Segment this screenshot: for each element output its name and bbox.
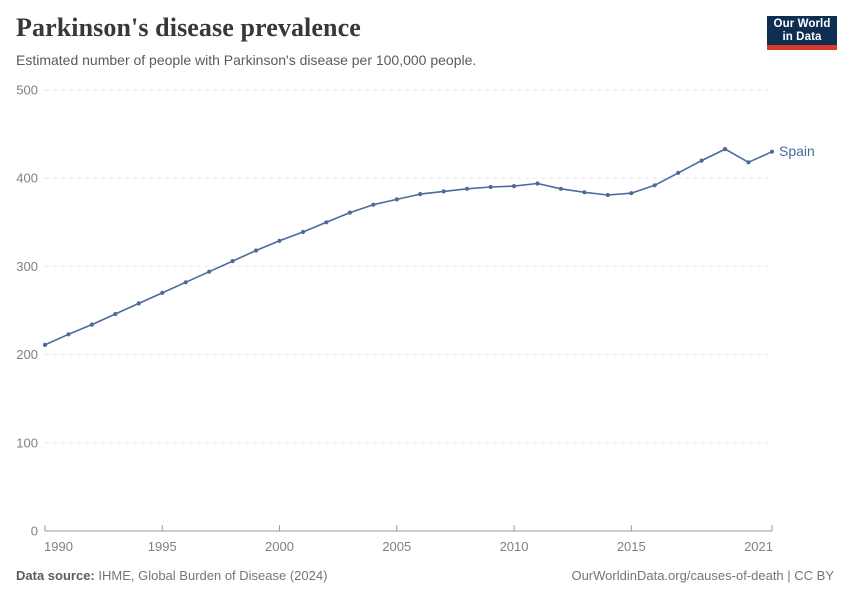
data-point bbox=[582, 190, 587, 195]
data-point bbox=[676, 170, 681, 175]
data-point bbox=[488, 184, 493, 190]
logo-text-line2: in Data bbox=[782, 30, 822, 43]
x-tick-label: 2000 bbox=[265, 539, 294, 554]
data-point bbox=[136, 301, 141, 306]
data-point bbox=[300, 229, 306, 235]
y-tick-label: 500 bbox=[16, 83, 38, 98]
data-source-text: IHME, Global Burden of Disease (2024) bbox=[98, 568, 328, 583]
data-point bbox=[605, 192, 610, 198]
owid-logo: Our World in Data bbox=[767, 16, 837, 50]
data-point bbox=[277, 238, 282, 243]
data-point bbox=[511, 184, 517, 189]
x-tick-label: 2010 bbox=[500, 539, 529, 554]
data-point bbox=[160, 290, 165, 295]
x-tick-label: 1995 bbox=[148, 539, 177, 554]
y-tick-label: 200 bbox=[16, 347, 38, 362]
data-point bbox=[113, 311, 118, 317]
data-point bbox=[89, 322, 94, 327]
data-point bbox=[629, 191, 634, 196]
data-point bbox=[769, 149, 775, 154]
x-tick-label: 1990 bbox=[44, 539, 73, 554]
data-point bbox=[347, 210, 352, 215]
y-tick-label: 300 bbox=[16, 259, 38, 274]
data-point bbox=[324, 220, 329, 225]
x-tick-label: 2021 bbox=[744, 539, 773, 554]
data-point bbox=[207, 269, 212, 274]
data-point bbox=[465, 186, 470, 191]
data-point bbox=[652, 183, 657, 188]
data-point bbox=[230, 259, 235, 264]
x-tick-label: 2005 bbox=[382, 539, 411, 554]
footer-citation: OurWorldinData.org/causes-of-death | CC … bbox=[571, 568, 834, 583]
page-title: Parkinson's disease prevalence bbox=[16, 13, 361, 42]
data-point bbox=[66, 332, 71, 337]
page-subtitle: Estimated number of people with Parkinso… bbox=[16, 52, 477, 68]
y-tick-label: 0 bbox=[31, 524, 38, 539]
data-point bbox=[558, 186, 564, 191]
series-label-spain: Spain bbox=[779, 143, 815, 159]
x-tick-label: 2015 bbox=[617, 539, 646, 554]
data-point bbox=[746, 160, 751, 165]
data-point bbox=[699, 158, 704, 163]
data-line-spain bbox=[44, 148, 773, 346]
data-point bbox=[183, 280, 188, 285]
data-source-label: Data source: bbox=[16, 568, 95, 583]
y-tick-label: 400 bbox=[16, 171, 38, 186]
data-source: Data source: IHME, Global Burden of Dise… bbox=[16, 568, 327, 583]
data-point bbox=[535, 181, 540, 186]
data-point bbox=[723, 147, 728, 152]
data-point bbox=[371, 202, 376, 207]
chart-footer: Data source: IHME, Global Burden of Dise… bbox=[16, 568, 834, 583]
data-point bbox=[42, 342, 48, 347]
data-point bbox=[418, 192, 423, 197]
y-tick-label: 100 bbox=[16, 435, 38, 450]
logo-text-line1: Our World bbox=[773, 17, 831, 30]
data-point bbox=[254, 248, 259, 253]
data-point bbox=[441, 189, 446, 194]
data-point bbox=[394, 197, 399, 202]
